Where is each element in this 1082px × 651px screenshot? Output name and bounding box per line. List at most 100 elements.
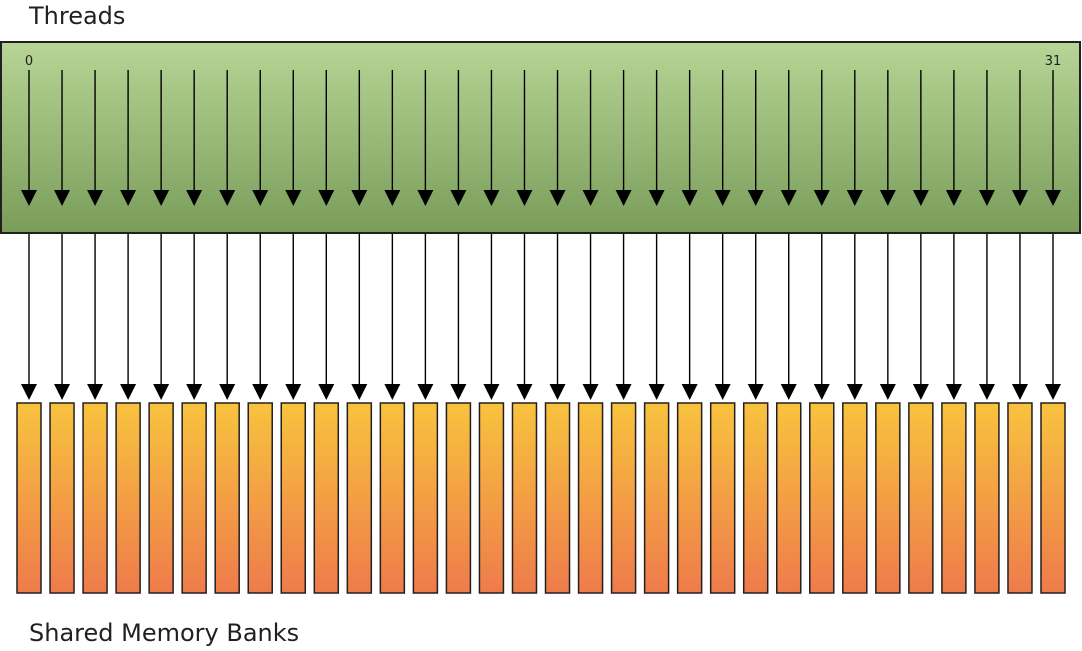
thread-arrow-19 [648, 70, 665, 206]
memory-bank-5 [181, 402, 207, 594]
memory-bank-4 [148, 402, 174, 594]
memory-bank-6 [214, 402, 240, 594]
memory-bank-29 [974, 402, 1000, 594]
first-thread-index: 0 [25, 54, 33, 69]
memory-bank-1 [49, 402, 75, 594]
mapping-arrow-30 [1011, 234, 1028, 400]
thread-arrow-23 [780, 70, 797, 206]
thread-block [0, 41, 1081, 234]
memory-bank-14 [478, 402, 505, 594]
mapping-arrow-26 [879, 234, 896, 400]
memory-bank-0 [16, 402, 42, 594]
mapping-arrow-18 [615, 234, 632, 400]
memory-bank-16 [544, 402, 571, 594]
thread-arrow-0 [21, 70, 37, 206]
mapping-arrow-14 [483, 234, 500, 400]
memory-bank-7 [247, 402, 273, 594]
memory-bank-13 [445, 402, 472, 594]
mapping-arrow-27 [912, 234, 929, 400]
thread-arrow-6 [219, 70, 236, 206]
mapping-arrow-0 [21, 234, 37, 400]
memory-bank-22 [742, 402, 769, 594]
thread-arrow-30 [1011, 70, 1028, 206]
thread-arrow-26 [879, 70, 896, 206]
mapping-arrow-6 [219, 234, 236, 400]
mapping-arrows [21, 234, 1061, 400]
memory-bank-9 [313, 402, 340, 594]
memory-banks [16, 402, 1066, 594]
mapping-arrow-12 [417, 234, 434, 400]
mapping-arrow-15 [516, 234, 533, 400]
mapping-arrow-29 [978, 234, 995, 400]
memory-bank-10 [346, 402, 373, 594]
mapping-arrow-22 [747, 234, 764, 400]
mapping-arrow-8 [285, 234, 302, 400]
mapping-arrow-21 [714, 234, 731, 400]
thread-arrow-16 [549, 70, 566, 206]
thread-arrow-2 [87, 70, 104, 206]
mapping-arrow-28 [945, 234, 962, 400]
memory-bank-11 [379, 402, 406, 594]
memory-bank-20 [676, 402, 703, 594]
mapping-arrow-17 [582, 234, 599, 400]
mapping-arrow-20 [681, 234, 698, 400]
thread-arrow-9 [318, 70, 335, 206]
thread-arrow-29 [978, 70, 995, 206]
mapping-arrow-7 [252, 234, 269, 400]
last-thread-index: 31 [1045, 54, 1062, 69]
mapping-arrow-19 [648, 234, 665, 400]
thread-arrow-22 [747, 70, 764, 206]
thread-arrow-15 [516, 70, 533, 206]
thread-arrow-1 [54, 70, 71, 206]
thread-arrow-5 [186, 70, 203, 206]
thread-arrow-25 [846, 70, 863, 206]
memory-bank-18 [610, 402, 637, 594]
thread-arrow-28 [945, 70, 962, 206]
thread-arrows [21, 70, 1061, 206]
mapping-arrow-13 [450, 234, 467, 400]
thread-arrow-21 [714, 70, 731, 206]
mapping-arrow-24 [813, 234, 830, 400]
mapping-arrow-23 [780, 234, 797, 400]
thread-arrow-13 [450, 70, 467, 206]
mapping-arrow-16 [549, 234, 566, 400]
memory-bank-25 [842, 402, 868, 594]
memory-bank-8 [280, 402, 307, 594]
thread-arrow-4 [153, 70, 170, 206]
memory-bank-15 [511, 402, 538, 594]
thread-arrow-17 [582, 70, 599, 206]
mapping-arrow-11 [384, 234, 401, 400]
thread-arrow-31 [1045, 70, 1061, 206]
thread-arrow-18 [615, 70, 632, 206]
thread-arrow-27 [912, 70, 929, 206]
mapping-arrow-2 [87, 234, 104, 400]
memory-bank-21 [709, 402, 736, 594]
mapping-arrow-31 [1045, 234, 1061, 400]
memory-bank-23 [775, 402, 802, 594]
memory-bank-26 [875, 402, 901, 594]
mapping-arrow-10 [351, 234, 368, 400]
memory-bank-2 [82, 402, 108, 594]
banks-label: Shared Memory Banks [29, 619, 299, 647]
memory-bank-28 [941, 402, 967, 594]
mapping-arrow-1 [54, 234, 71, 400]
thread-arrow-24 [813, 70, 830, 206]
mapping-arrow-9 [318, 234, 335, 400]
thread-arrow-7 [252, 70, 269, 206]
memory-bank-24 [809, 402, 835, 594]
memory-bank-19 [643, 402, 670, 594]
thread-arrow-8 [285, 70, 302, 206]
thread-arrow-10 [351, 70, 368, 206]
mapping-arrow-3 [120, 234, 137, 400]
memory-bank-30 [1007, 402, 1033, 594]
mapping-arrow-5 [186, 234, 203, 400]
mapping-arrow-4 [153, 234, 170, 400]
mapping-arrow-25 [846, 234, 863, 400]
memory-bank-3 [115, 402, 141, 594]
memory-bank-31 [1040, 402, 1066, 594]
memory-bank-27 [908, 402, 934, 594]
thread-arrow-12 [417, 70, 434, 206]
thread-arrow-20 [681, 70, 698, 206]
memory-bank-17 [577, 402, 604, 594]
